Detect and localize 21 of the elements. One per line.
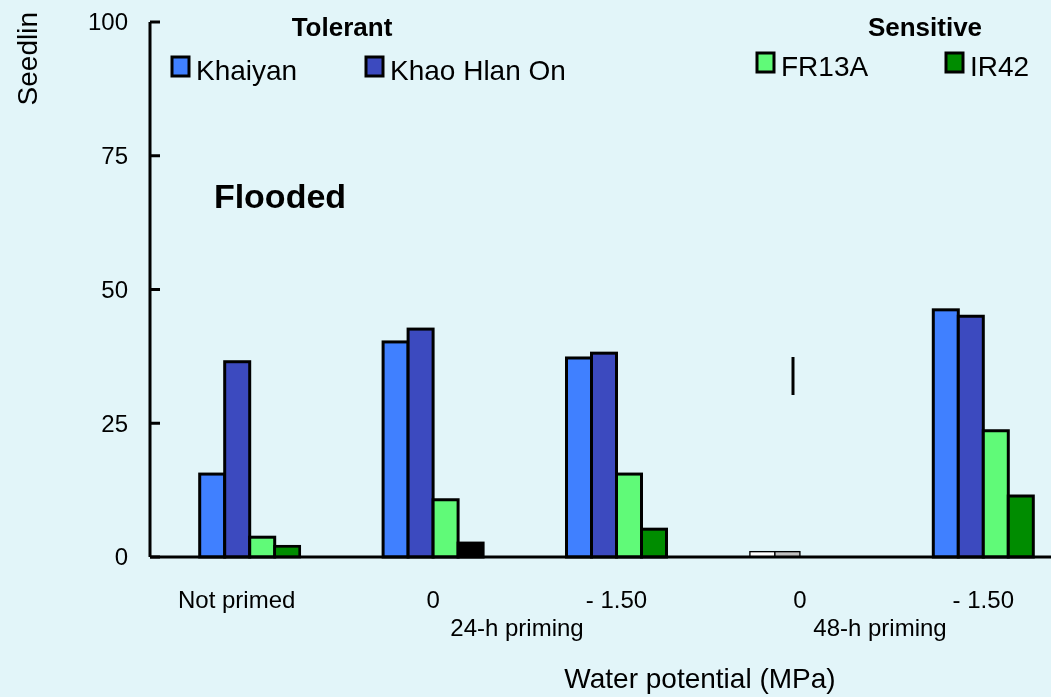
annotation: Flooded: [213, 177, 347, 215]
x-tick-label: 0: [426, 586, 440, 613]
text: 48-h priming: [813, 614, 947, 641]
y-tick-label: 25: [101, 409, 128, 437]
annotation: Sensitive: [867, 12, 983, 42]
text: 24-h priming: [450, 614, 584, 641]
y-tick-label: 75: [101, 142, 128, 170]
x-tick-label: - 1.50: [952, 586, 1014, 613]
x-tick-label: 0: [793, 586, 807, 613]
y-tick-label: 50: [101, 275, 128, 303]
legend-label: FR13A: [781, 51, 869, 83]
legend-label: Khao Hlan On: [390, 55, 566, 87]
x-tick-label: Not primed: [178, 586, 296, 613]
legend-label: Khaiyan: [196, 55, 298, 87]
y-axis-title: Seedlin: [12, 12, 43, 106]
x-axis-title: Water potential (MPa): [564, 663, 836, 694]
y-tick-label: 0: [114, 543, 128, 571]
y-tick-label: 100: [87, 8, 128, 36]
legend-label: IR42: [970, 51, 1030, 83]
annotation: Tolerant: [291, 12, 393, 42]
x-tick-label: - 1.50: [585, 586, 648, 613]
